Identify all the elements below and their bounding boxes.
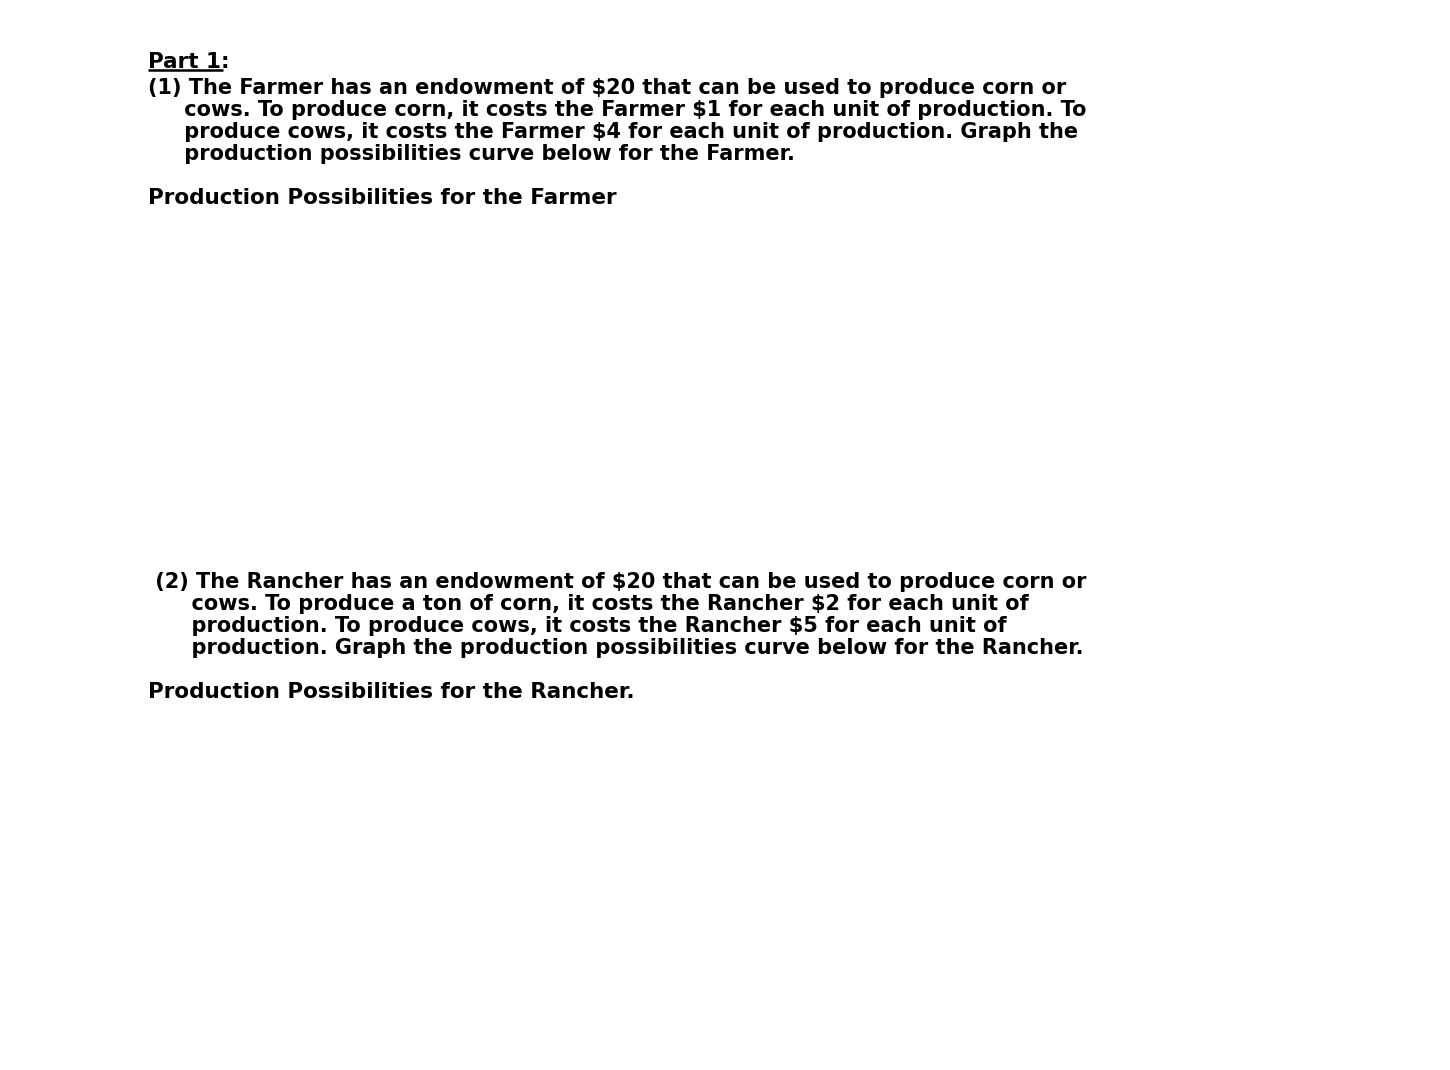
Text: production possibilities curve below for the Farmer.: production possibilities curve below for…	[148, 144, 795, 164]
Text: Production Possibilities for the Farmer: Production Possibilities for the Farmer	[148, 188, 616, 208]
Text: produce cows, it costs the Farmer $4 for each unit of production. Graph the: produce cows, it costs the Farmer $4 for…	[148, 122, 1079, 142]
Text: cows. To produce a ton of corn, it costs the Rancher $2 for each unit of: cows. To produce a ton of corn, it costs…	[148, 594, 1028, 614]
Text: (2) The Rancher has an endowment of $20 that can be used to produce corn or: (2) The Rancher has an endowment of $20 …	[148, 572, 1086, 592]
Text: Production Possibilities for the Rancher.: Production Possibilities for the Rancher…	[148, 682, 635, 702]
Text: (1) The Farmer has an endowment of $20 that can be used to produce corn or: (1) The Farmer has an endowment of $20 t…	[148, 78, 1066, 98]
Text: production. To produce cows, it costs the Rancher $5 for each unit of: production. To produce cows, it costs th…	[148, 616, 1006, 636]
Text: cows. To produce corn, it costs the Farmer $1 for each unit of production. To: cows. To produce corn, it costs the Farm…	[148, 100, 1086, 120]
Text: Part 1:: Part 1:	[148, 52, 229, 72]
Text: production. Graph the production possibilities curve below for the Rancher.: production. Graph the production possibi…	[148, 638, 1083, 658]
